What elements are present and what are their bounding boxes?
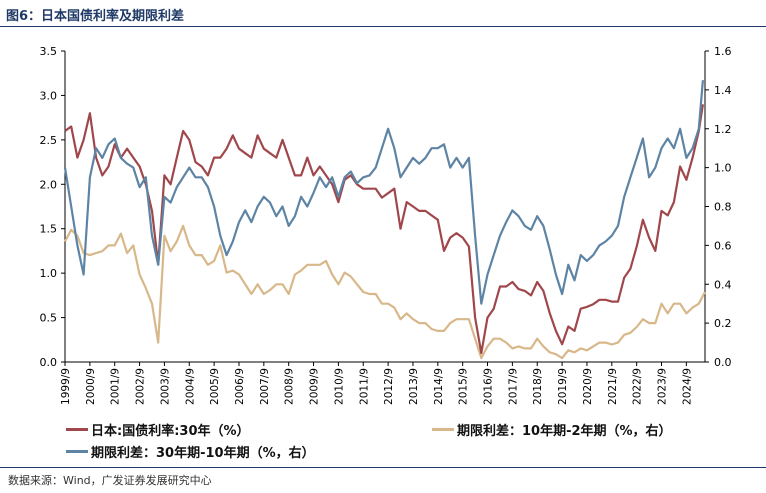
x-tick-label: 2005/9 <box>209 368 221 405</box>
figure-title: 图6：日本国债利率及期限利差 <box>6 9 185 24</box>
legend-spread-10-2: 期限利差：10年期-2年期（%，右） <box>432 420 672 439</box>
x-tick-label: 2014/9 <box>433 368 445 405</box>
x-tick-label: 2013/9 <box>408 368 420 405</box>
right-tick-label: 0.6 <box>714 239 732 252</box>
x-tick-label: 2007/9 <box>259 368 271 405</box>
x-tick-label: 2004/9 <box>184 368 196 405</box>
legend-line-spread-30-10 <box>66 450 88 453</box>
left-tick-label: 3.0 <box>40 89 58 102</box>
x-tick-label: 2000/9 <box>85 368 97 405</box>
left-tick-label: 2.0 <box>40 178 58 191</box>
x-tick-label: 2016/9 <box>483 368 495 405</box>
title-rule <box>0 26 766 27</box>
right-tick-label: 1.6 <box>714 45 732 58</box>
legend-label-jgb30: 日本:国债利率:30年（%） <box>91 424 250 439</box>
right-tick-label: 0.0 <box>714 356 732 369</box>
x-tick-label: 2020/9 <box>582 368 594 405</box>
left-tick-label: 0.0 <box>40 356 58 369</box>
x-tick-label: 1999/9 <box>60 368 72 405</box>
left-tick-label: 3.5 <box>40 45 58 58</box>
legend-label-spread-30-10: 期限利差：30年期-10年期（%，右） <box>91 446 315 461</box>
x-tick-label: 2002/9 <box>135 368 147 405</box>
source-rule <box>0 467 766 468</box>
right-tick-label: 1.0 <box>714 162 732 175</box>
right-tick-label: 0.4 <box>714 278 732 291</box>
x-tick-label: 2003/9 <box>159 368 171 405</box>
x-tick-label: 2010/9 <box>333 368 345 405</box>
left-tick-label: 1.5 <box>40 223 58 236</box>
x-tick-label: 2006/9 <box>234 368 246 405</box>
series-line-2 <box>63 80 704 305</box>
x-tick-label: 2009/9 <box>309 368 321 405</box>
x-tick-label: 2019/9 <box>557 368 569 405</box>
series-layer <box>63 80 706 360</box>
x-tick-label: 2001/9 <box>110 368 122 405</box>
chart-axes: 0.0 0.5 1.0 1.5 2.0 2.5 3.0 3.5 0.0 0.2 0.4 0.6 0.8 1… <box>40 45 732 405</box>
x-tick-label: 2017/9 <box>507 368 519 405</box>
x-tick-label: 2008/9 <box>284 368 296 405</box>
x-tick-label: 2022/9 <box>632 368 644 405</box>
legend-spread-30-10: 期限利差：30年期-10年期（%，右） <box>66 442 315 461</box>
right-tick-label: 0.8 <box>714 201 732 214</box>
legend-line-jgb30 <box>66 428 88 431</box>
x-tick-label: 2011/9 <box>358 368 370 405</box>
right-tick-label: 1.4 <box>714 84 732 97</box>
left-tick-label: 1.0 <box>40 267 58 280</box>
x-tick-label: 2015/9 <box>458 368 470 405</box>
legend-line-spread-10-2 <box>432 428 454 431</box>
legend-jgb30: 日本:国债利率:30年（%） <box>66 420 250 439</box>
legend-label-spread-10-2: 期限利差：10年期-2年期（%，右） <box>457 424 672 439</box>
right-tick-label: 0.2 <box>714 317 732 330</box>
x-tick-label: 2024/9 <box>681 368 693 405</box>
x-tick-label: 2012/9 <box>383 368 395 405</box>
left-tick-label: 2.5 <box>40 134 58 147</box>
right-tick-label: 1.2 <box>714 123 732 136</box>
source-note: 数据来源：Wind，广发证券发展研究中心 <box>8 474 212 487</box>
x-tick-label: 2018/9 <box>532 368 544 405</box>
series-line-0 <box>64 104 704 355</box>
x-tick-label: 2021/9 <box>607 368 619 405</box>
left-tick-label: 0.5 <box>40 312 58 325</box>
series-line-1 <box>64 224 706 360</box>
x-tick-label: 2023/9 <box>657 368 669 405</box>
